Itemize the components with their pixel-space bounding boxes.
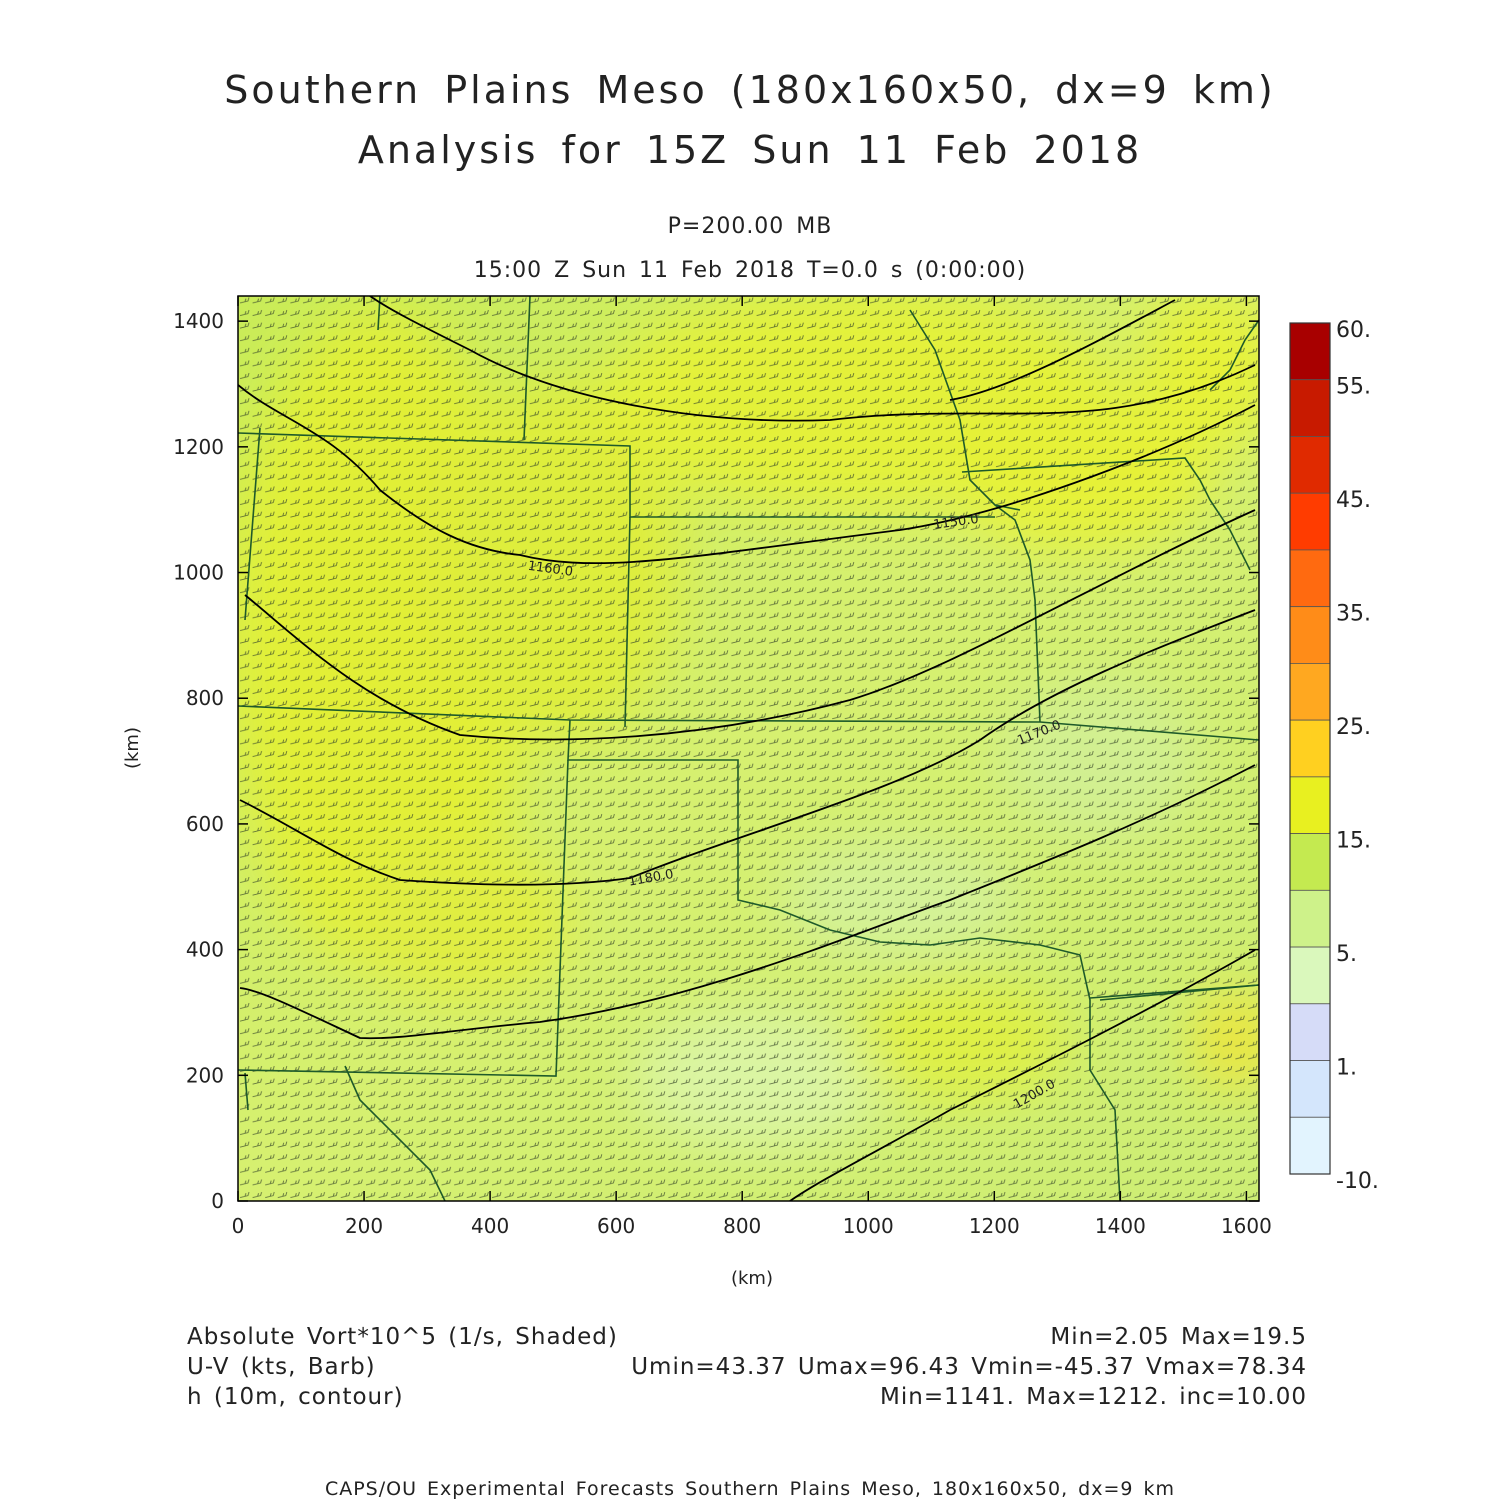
x-tick-label: 0 — [232, 1214, 245, 1238]
x-axis: 0 200 400 600 800 1000 1200 1400 1600 — [232, 296, 1272, 1238]
colorbar-segment — [1289, 379, 1331, 437]
field2-name: U-V (kts, Barb) — [187, 1354, 376, 1380]
colorbar — [1289, 322, 1331, 1175]
x-tick-label: 1600 — [1221, 1214, 1272, 1238]
colorbar-label: 5. — [1336, 942, 1357, 967]
pressure-level: P=200.00 MB — [667, 214, 833, 239]
colorbar-frame — [1289, 322, 1331, 1175]
y-tick-label: 1200 — [173, 435, 224, 459]
colorbar-segment — [1289, 719, 1331, 778]
colorbar-segment — [1289, 549, 1331, 608]
y-tick-label: 0 — [211, 1189, 224, 1213]
contour-label: 1160.0 — [527, 559, 574, 580]
colorbar-label: 45. — [1336, 488, 1371, 513]
colorbar-segment — [1289, 436, 1331, 494]
x-tick-label: 200 — [345, 1214, 383, 1238]
x-tick-label: 1400 — [1095, 1214, 1146, 1238]
colorbar-segment — [1289, 1060, 1331, 1118]
colorbar-label: 35. — [1336, 602, 1371, 627]
colorbar-segment — [1289, 492, 1331, 551]
y-tick-label: 1000 — [173, 561, 224, 585]
colorbar-label: 25. — [1336, 715, 1371, 740]
colorbar-label: -10. — [1336, 1169, 1379, 1194]
valid-time: 15:00 Z Sun 11 Feb 2018 T=0.0 s (0:00:00… — [473, 258, 1027, 283]
x-tick-label: 600 — [597, 1214, 635, 1238]
colorbar-labels: 60. 55. 45. 35. 25. 15. 5. 1. -10. — [1336, 318, 1379, 1194]
colorbar-segment — [1289, 889, 1331, 948]
field3-stats: Min=1141. Max=1212. inc=10.00 — [880, 1384, 1307, 1410]
x-tick-label: 1200 — [969, 1214, 1020, 1238]
map-title-line2: Analysis for 15Z Sun 11 Feb 2018 — [357, 128, 1143, 172]
y-tick-label: 200 — [186, 1063, 224, 1087]
colorbar-segment — [1289, 322, 1331, 381]
colorbar-label: 60. — [1336, 318, 1371, 343]
x-tick-label: 400 — [471, 1214, 509, 1238]
x-tick-label: 1000 — [843, 1214, 894, 1238]
field1-stats: Min=2.05 Max=19.5 — [1050, 1324, 1307, 1350]
height-contours — [238, 296, 1256, 1201]
colorbar-segment — [1289, 776, 1331, 834]
contour-label: 1150.0 — [933, 512, 980, 533]
y-tick-label: 400 — [186, 938, 224, 962]
colorbar-label: 15. — [1336, 829, 1371, 854]
colorbar-segment — [1289, 946, 1331, 1005]
footer-credit: CAPS/OU Experimental Forecasts Southern … — [324, 1478, 1176, 1500]
plot-frame — [237, 295, 1260, 1202]
y-axis: 0 200 400 600 800 1000 1200 1400 — [173, 309, 1259, 1213]
colorbar-segment — [1289, 1116, 1331, 1175]
field3-name: h (10m, contour) — [187, 1384, 404, 1410]
y-tick-label: 800 — [186, 686, 224, 710]
colorbar-segment — [1289, 833, 1331, 891]
field1-name: Absolute Vort*10^5 (1/s, Shaded) — [187, 1324, 618, 1350]
colorbar-segment — [1289, 1003, 1331, 1061]
colorbar-segment — [1289, 606, 1331, 664]
y-tick-label: 600 — [186, 812, 224, 836]
field2-stats: Umin=43.37 Umax=96.43 Vmin=-45.37 Vmax=7… — [631, 1354, 1307, 1380]
x-tick-label: 800 — [723, 1214, 761, 1238]
y-axis-label: (km) — [122, 727, 143, 769]
colorbar-label: 55. — [1336, 375, 1371, 400]
x-axis-label: (km) — [731, 1268, 773, 1289]
y-tick-label: 1400 — [173, 309, 224, 333]
colorbar-label: 1. — [1336, 1056, 1357, 1081]
map-title-line1: Southern Plains Meso (180x160x50, dx=9 k… — [224, 68, 1276, 112]
vorticity-shading — [238, 296, 1259, 1201]
colorbar-segment — [1289, 663, 1331, 721]
